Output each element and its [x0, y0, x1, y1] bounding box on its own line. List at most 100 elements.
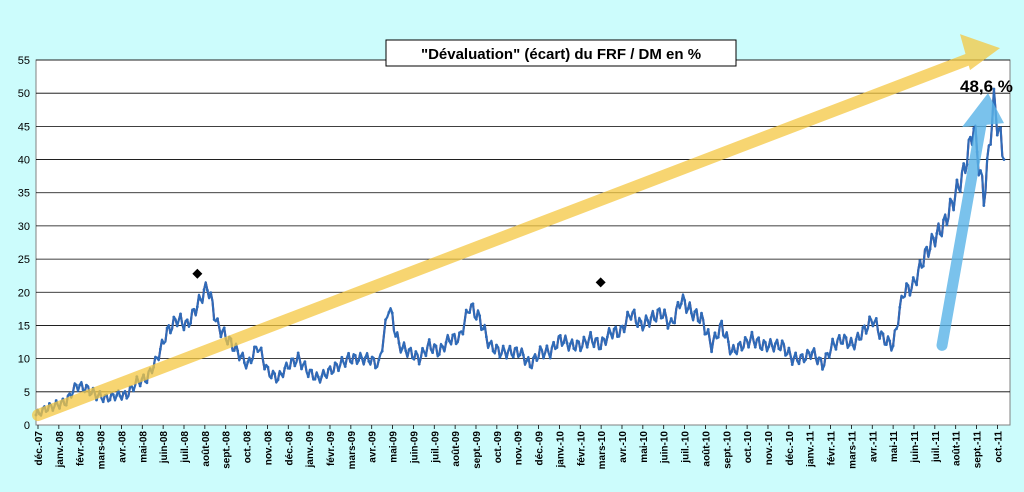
- x-tick-label: juin-11: [910, 431, 921, 464]
- data-point: [743, 336, 747, 339]
- data-point: [528, 365, 532, 369]
- data-point: [535, 359, 539, 362]
- data-point: [441, 345, 445, 349]
- x-tick-label: mars-10: [597, 431, 608, 470]
- trend-arrow-shaft: [32, 48, 988, 422]
- data-point: [938, 232, 942, 236]
- data-point: [414, 350, 418, 353]
- data-point: [256, 350, 260, 353]
- data-point: [817, 356, 821, 360]
- data-point: [874, 317, 878, 320]
- data-point: [952, 208, 955, 212]
- data-point: [515, 346, 519, 350]
- data-point: [629, 318, 633, 321]
- data-point: [972, 127, 976, 130]
- x-tick-label: nov.-08: [263, 431, 274, 466]
- y-tick-label: 25: [18, 254, 30, 266]
- data-point: [888, 339, 892, 343]
- data-point: [347, 351, 350, 355]
- data-point: [474, 317, 478, 321]
- data-point: [958, 190, 962, 194]
- data-point: [693, 310, 697, 314]
- data-point: [854, 338, 858, 341]
- data-point: [206, 288, 209, 292]
- data-point: [861, 326, 865, 329]
- data-point: [417, 362, 421, 366]
- y-tick-label: 10: [18, 354, 30, 366]
- data-point: [639, 320, 643, 323]
- plot-area: [35, 59, 1011, 426]
- data-point: [935, 232, 939, 235]
- data-point: [948, 197, 952, 201]
- data-point: [360, 356, 364, 360]
- data-point: [774, 342, 777, 345]
- data-point: [683, 298, 687, 302]
- blue-trend-arrow: [936, 93, 1004, 351]
- data-point: [495, 343, 498, 347]
- data-point: [320, 375, 324, 378]
- data-point: [310, 368, 314, 372]
- data-point: [599, 347, 603, 351]
- annotation-label: 48,6 %: [960, 77, 1013, 96]
- data-point: [858, 338, 861, 341]
- chart-title-text: "Dévaluation" (écart) du FRF / DM en %: [421, 46, 701, 63]
- data-point: [202, 288, 206, 292]
- data-point: [505, 356, 508, 360]
- data-point: [649, 316, 653, 320]
- x-tick-label: déc.-08: [284, 431, 295, 466]
- x-tick-label: janv.-10: [555, 431, 566, 469]
- data-point: [377, 358, 381, 362]
- data-point: [367, 359, 371, 363]
- data-point: [85, 383, 88, 387]
- x-tick-label: janv.-09: [305, 431, 316, 469]
- data-point: [763, 341, 767, 344]
- data-point: [575, 339, 579, 343]
- data-point: [760, 348, 764, 352]
- data-point: [185, 318, 189, 322]
- data-point: [400, 346, 404, 350]
- data-point: [612, 327, 616, 331]
- data-point: [911, 276, 915, 279]
- data-point: [891, 344, 895, 348]
- data-point: [343, 365, 347, 368]
- data-point: [690, 311, 693, 315]
- data-point: [834, 347, 838, 351]
- x-tick-label: févr.-11: [827, 431, 838, 466]
- data-point: [390, 311, 394, 315]
- data-point: [71, 390, 75, 394]
- data-point: [434, 344, 438, 348]
- data-point: [955, 178, 959, 182]
- trend-arrow-head: [960, 34, 1000, 71]
- yellow-trend-arrow: [32, 34, 1000, 422]
- data-point: [333, 361, 337, 365]
- data-point: [350, 361, 354, 365]
- x-tick-label: mai-08: [138, 431, 149, 463]
- x-tick-label: avr.-10: [618, 431, 629, 463]
- x-tick-label: oct.-11: [993, 431, 1004, 463]
- x-tick-label: janv.-11: [806, 431, 817, 468]
- data-point: [259, 346, 263, 350]
- data-point: [656, 308, 660, 312]
- data-point: [290, 357, 293, 361]
- data-point: [263, 367, 266, 371]
- data-point: [219, 335, 223, 339]
- data-point: [464, 308, 468, 312]
- data-point: [1002, 158, 1006, 161]
- data-point: [222, 326, 226, 330]
- data-point: [985, 157, 989, 161]
- y-tick-label: 0: [24, 420, 30, 432]
- x-tick-label: juin-09: [409, 431, 420, 465]
- data-point: [538, 345, 542, 349]
- data-point: [491, 349, 495, 353]
- x-tick-label: janv.-08: [55, 431, 66, 469]
- data-point: [508, 344, 512, 348]
- data-point: [942, 218, 945, 222]
- data-point: [182, 328, 186, 332]
- data-point: [659, 316, 663, 320]
- data-point: [706, 328, 710, 331]
- data-point: [730, 350, 734, 353]
- x-tick-label: juil.-10: [681, 431, 692, 464]
- data-point: [562, 341, 566, 345]
- data-point: [726, 340, 730, 344]
